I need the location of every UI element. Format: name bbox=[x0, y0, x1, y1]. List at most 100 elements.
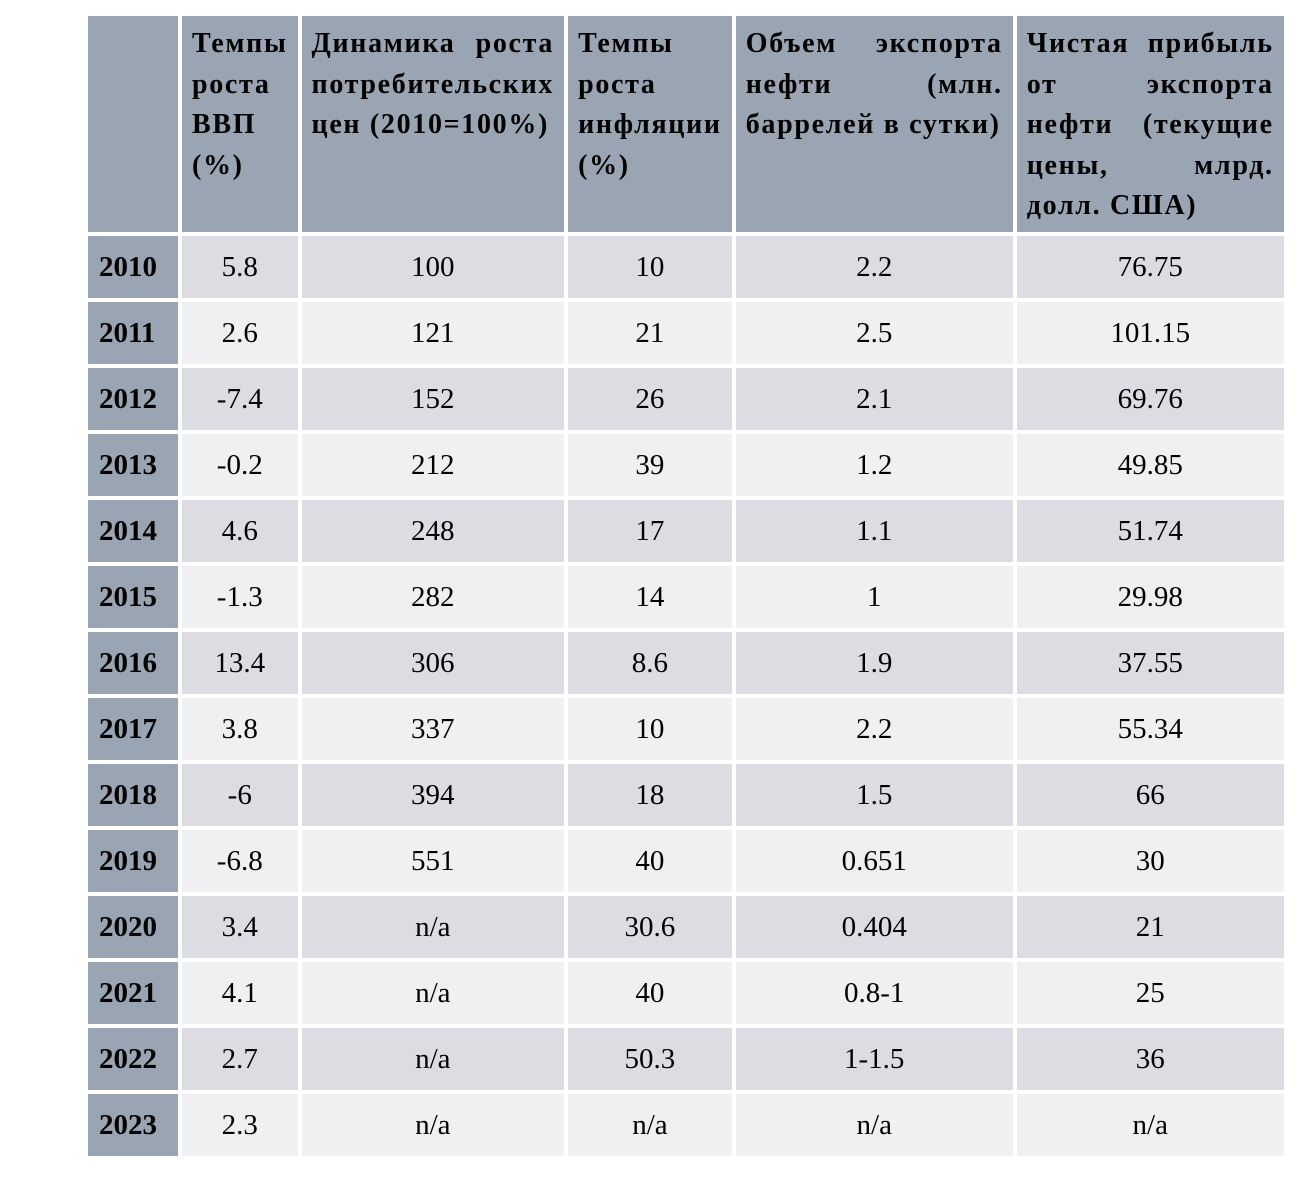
data-cell-oil-export-volume: n/a bbox=[735, 1094, 1013, 1156]
table-row-2021: 2021 4.1 n/a 40 0.8-1 25 bbox=[88, 962, 1284, 1024]
data-cell-consumer-price-index: 394 bbox=[301, 764, 565, 826]
data-cell-inflation-rate: 10 bbox=[568, 698, 732, 760]
data-cell-oil-export-volume: 2.5 bbox=[735, 302, 1013, 364]
data-cell-gdp-growth: 2.3 bbox=[182, 1094, 298, 1156]
data-cell-gdp-growth: -1.3 bbox=[182, 566, 298, 628]
data-cell-consumer-price-index: n/a bbox=[301, 1028, 565, 1090]
data-cell-gdp-growth: 3.8 bbox=[182, 698, 298, 760]
year-cell: 2010 bbox=[88, 236, 178, 298]
column-header-years bbox=[88, 16, 178, 232]
data-cell-oil-export-net-profit: 101.15 bbox=[1016, 302, 1284, 364]
table-row-2015: 2015 -1.3 282 14 1 29.98 bbox=[88, 566, 1284, 628]
data-cell-consumer-price-index: 248 bbox=[301, 500, 565, 562]
data-cell-oil-export-net-profit: 29.98 bbox=[1016, 566, 1284, 628]
data-cell-gdp-growth: 4.1 bbox=[182, 962, 298, 1024]
data-cell-oil-export-volume: 0.651 bbox=[735, 830, 1013, 892]
table-row-2023: 2023 2.3 n/a n/a n/a n/a bbox=[88, 1094, 1284, 1156]
table-row-2022: 2022 2.7 n/a 50.3 1-1.5 36 bbox=[88, 1028, 1284, 1090]
data-cell-consumer-price-index: n/a bbox=[301, 962, 565, 1024]
table-row-2016: 2016 13.4 306 8.6 1.9 37.55 bbox=[88, 632, 1284, 694]
year-cell: 2022 bbox=[88, 1028, 178, 1090]
data-cell-oil-export-net-profit: 37.55 bbox=[1016, 632, 1284, 694]
data-cell-inflation-rate: 10 bbox=[568, 236, 732, 298]
data-cell-oil-export-net-profit: 76.75 bbox=[1016, 236, 1284, 298]
year-cell: 2019 bbox=[88, 830, 178, 892]
year-cell: 2016 bbox=[88, 632, 178, 694]
data-cell-oil-export-net-profit: 66 bbox=[1016, 764, 1284, 826]
year-cell: 2018 bbox=[88, 764, 178, 826]
data-cell-gdp-growth: 2.7 bbox=[182, 1028, 298, 1090]
column-header-inflation-rate: Темпы роста инфляции (%) bbox=[568, 16, 732, 232]
column-header-consumer-price-index: Динамика роста потребительских цен (2010… bbox=[301, 16, 565, 232]
table-row-2012: 2012 -7.4 152 26 2.1 69.76 bbox=[88, 368, 1284, 430]
data-cell-gdp-growth: -7.4 bbox=[182, 368, 298, 430]
data-cell-oil-export-volume: 1.2 bbox=[735, 434, 1013, 496]
data-cell-consumer-price-index: 306 bbox=[301, 632, 565, 694]
data-cell-oil-export-net-profit: 21 bbox=[1016, 896, 1284, 958]
year-cell: 2012 bbox=[88, 368, 178, 430]
year-cell: 2015 bbox=[88, 566, 178, 628]
table-row-2018: 2018 -6 394 18 1.5 66 bbox=[88, 764, 1284, 826]
data-cell-consumer-price-index: n/a bbox=[301, 896, 565, 958]
data-cell-consumer-price-index: 121 bbox=[301, 302, 565, 364]
data-cell-oil-export-net-profit: 51.74 bbox=[1016, 500, 1284, 562]
column-header-gdp-growth: Темпы роста ВВП (%) bbox=[182, 16, 298, 232]
data-cell-consumer-price-index: 152 bbox=[301, 368, 565, 430]
data-cell-consumer-price-index: n/a bbox=[301, 1094, 565, 1156]
data-cell-gdp-growth: -6 bbox=[182, 764, 298, 826]
table-row-2017: 2017 3.8 337 10 2.2 55.34 bbox=[88, 698, 1284, 760]
data-cell-inflation-rate: 14 bbox=[568, 566, 732, 628]
data-cell-oil-export-volume: 1.1 bbox=[735, 500, 1013, 562]
year-cell: 2013 bbox=[88, 434, 178, 496]
year-cell: 2023 bbox=[88, 1094, 178, 1156]
data-cell-consumer-price-index: 337 bbox=[301, 698, 565, 760]
table-row-2020: 2020 3.4 n/a 30.6 0.404 21 bbox=[88, 896, 1284, 958]
data-cell-oil-export-volume: 1 bbox=[735, 566, 1013, 628]
data-cell-oil-export-volume: 1.9 bbox=[735, 632, 1013, 694]
data-cell-oil-export-net-profit: 25 bbox=[1016, 962, 1284, 1024]
data-cell-oil-export-net-profit: 30 bbox=[1016, 830, 1284, 892]
data-cell-oil-export-volume: 1-1.5 bbox=[735, 1028, 1013, 1090]
data-cell-oil-export-volume: 2.2 bbox=[735, 698, 1013, 760]
data-cell-oil-export-volume: 0.8-1 bbox=[735, 962, 1013, 1024]
year-cell: 2011 bbox=[88, 302, 178, 364]
column-header-oil-export-net-profit: Чистая прибыль от экспорта нефти (текущи… bbox=[1016, 16, 1284, 232]
data-cell-inflation-rate: 18 bbox=[568, 764, 732, 826]
data-cell-gdp-growth: 3.4 bbox=[182, 896, 298, 958]
data-cell-oil-export-net-profit: 55.34 bbox=[1016, 698, 1284, 760]
data-cell-oil-export-net-profit: 49.85 bbox=[1016, 434, 1284, 496]
data-cell-consumer-price-index: 212 bbox=[301, 434, 565, 496]
data-cell-inflation-rate: 21 bbox=[568, 302, 732, 364]
column-header-oil-export-volume: Объем экспорта нефти (млн. баррелей в су… bbox=[735, 16, 1013, 232]
data-cell-oil-export-volume: 2.1 bbox=[735, 368, 1013, 430]
year-cell: 2020 bbox=[88, 896, 178, 958]
table-header-row: Темпы роста ВВП (%) Динамика роста потреб… bbox=[88, 16, 1284, 232]
economic-indicators-table: Темпы роста ВВП (%) Динамика роста потреб… bbox=[84, 12, 1288, 1160]
data-cell-inflation-rate: 17 bbox=[568, 500, 732, 562]
table-row-2010: 2010 5.8 100 10 2.2 76.75 bbox=[88, 236, 1284, 298]
year-cell: 2014 bbox=[88, 500, 178, 562]
data-cell-consumer-price-index: 551 bbox=[301, 830, 565, 892]
data-cell-inflation-rate: 39 bbox=[568, 434, 732, 496]
data-cell-inflation-rate: n/a bbox=[568, 1094, 732, 1156]
year-cell: 2021 bbox=[88, 962, 178, 1024]
data-cell-oil-export-volume: 1.5 bbox=[735, 764, 1013, 826]
year-cell: 2017 bbox=[88, 698, 178, 760]
data-cell-gdp-growth: 5.8 bbox=[182, 236, 298, 298]
data-cell-gdp-growth: -0.2 bbox=[182, 434, 298, 496]
table-row-2011: 2011 2.6 121 21 2.5 101.15 bbox=[88, 302, 1284, 364]
table-row-2019: 2019 -6.8 551 40 0.651 30 bbox=[88, 830, 1284, 892]
data-cell-inflation-rate: 50.3 bbox=[568, 1028, 732, 1090]
data-cell-gdp-growth: 13.4 bbox=[182, 632, 298, 694]
data-cell-gdp-growth: 4.6 bbox=[182, 500, 298, 562]
data-cell-inflation-rate: 40 bbox=[568, 830, 732, 892]
table-row-2013: 2013 -0.2 212 39 1.2 49.85 bbox=[88, 434, 1284, 496]
data-cell-inflation-rate: 8.6 bbox=[568, 632, 732, 694]
data-cell-inflation-rate: 30.6 bbox=[568, 896, 732, 958]
data-cell-consumer-price-index: 282 bbox=[301, 566, 565, 628]
data-cell-inflation-rate: 40 bbox=[568, 962, 732, 1024]
data-cell-gdp-growth: 2.6 bbox=[182, 302, 298, 364]
data-cell-oil-export-net-profit: 69.76 bbox=[1016, 368, 1284, 430]
table-row-2014: 2014 4.6 248 17 1.1 51.74 bbox=[88, 500, 1284, 562]
